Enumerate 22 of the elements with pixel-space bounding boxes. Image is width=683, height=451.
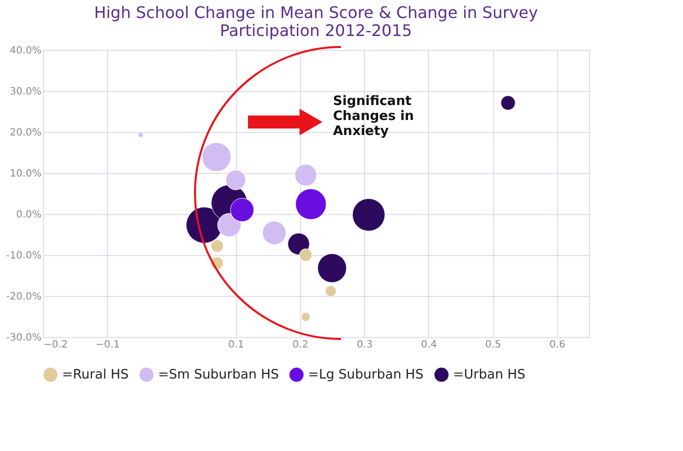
x-tick-label: 0.5 <box>485 340 502 350</box>
y-tick-label: -10.0% <box>6 250 42 262</box>
x-tick-label: 0.6 <box>549 340 566 350</box>
legend-label: =Rural HS <box>62 368 129 383</box>
x-tick-label: 0.1 <box>228 340 244 350</box>
chart-title: High School Change in Mean Score & Change in Survey Participation 2012-2015 <box>94 3 538 40</box>
annotation: Significant Changes in Anxiety <box>333 94 414 139</box>
y-tick-label: 30.0% <box>10 86 42 98</box>
x-tick-label: 0.3 <box>356 340 373 350</box>
y-tick-label: -30.0% <box>6 332 42 344</box>
legend-label: =Urban HS <box>453 368 526 383</box>
y-tick-label: -20.0% <box>6 292 42 302</box>
x-tick-label: −0.2 <box>44 340 68 350</box>
x-tick-label: 0.4 <box>420 340 437 350</box>
y-tick-label: 40.0% <box>10 46 42 56</box>
y-tick-label: 20.0% <box>10 128 42 138</box>
x-tick-label: 0.2 <box>292 340 308 350</box>
legend-label: =Sm Suburban HS <box>158 368 279 383</box>
y-tick-label: 10.0% <box>10 168 42 180</box>
x-tick-label: −0.1 <box>96 340 120 350</box>
legend-label: =Lg Suburban HS <box>308 368 424 383</box>
y-tick-label: 0.0% <box>16 210 42 220</box>
